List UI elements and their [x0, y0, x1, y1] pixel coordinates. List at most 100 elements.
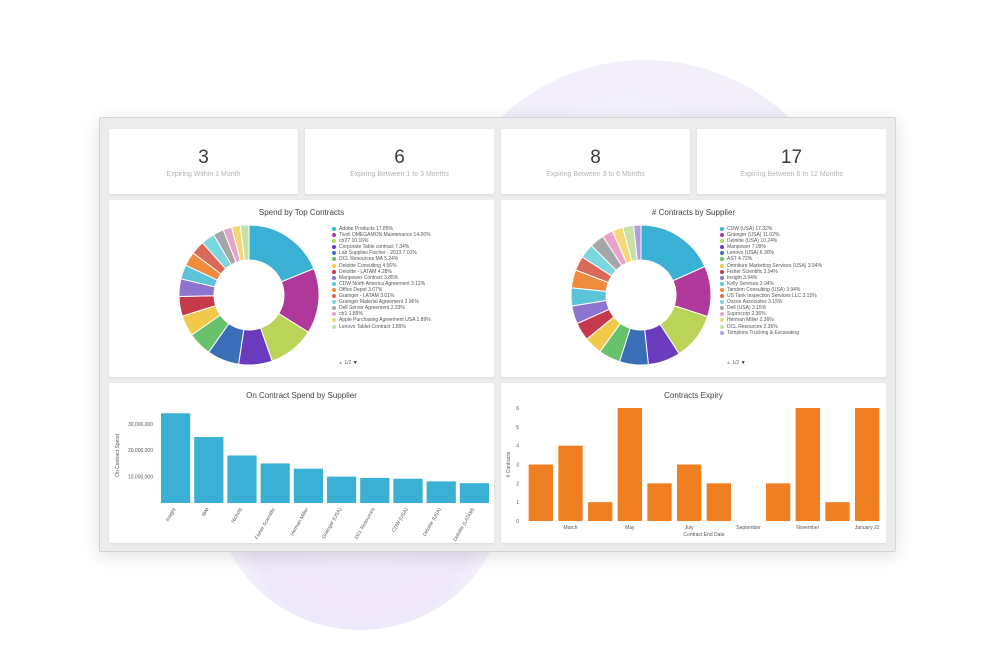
- bar[interactable]: [588, 502, 613, 521]
- legend-swatch: [332, 233, 336, 238]
- legend-label: Tandem Consulting (USA) 3.94%: [727, 286, 801, 293]
- legend-item[interactable]: Lab Supplies Fischer - 2013 7.01%: [332, 250, 452, 256]
- pager-down-icon[interactable]: ▼: [740, 360, 746, 366]
- legend-item[interactable]: Fisher Scientific 3.94%: [720, 269, 840, 275]
- donut-slice[interactable]: [633, 224, 642, 261]
- bar[interactable]: [558, 445, 583, 521]
- kpi-card-3-to-6-months[interactable]: 8 Expiring Between 3 to 6 Months: [501, 129, 690, 194]
- pager-down-icon[interactable]: ▼: [352, 360, 358, 366]
- legend-item[interactable]: AST 4.72%: [720, 256, 840, 262]
- legend-item[interactable]: Deloitte Consulting 4.56%: [332, 263, 452, 269]
- kpi-value: 6: [394, 147, 405, 168]
- legend-swatch: [720, 239, 724, 244]
- kpi-card-within-1-month[interactable]: 3 Expiring Within 1 Month: [109, 129, 298, 194]
- bar[interactable]: [160, 413, 191, 503]
- donut-slice[interactable]: [239, 224, 250, 261]
- legend-item[interactable]: Grainger (USA) 11.02%: [720, 232, 840, 238]
- bar[interactable]: [617, 408, 642, 521]
- legend-item[interactable]: Lenovo Tablet Contract 1.89%: [332, 324, 452, 330]
- legend-item[interactable]: Corporate Table contract 7.34%: [332, 244, 452, 250]
- x-tick-label: Insight: [165, 506, 178, 522]
- legend-item[interactable]: Tandem Consulting (USA) 3.94%: [720, 287, 840, 293]
- legend-item[interactable]: Manpower 7.09%: [720, 244, 840, 250]
- bar[interactable]: [647, 483, 672, 521]
- legend-item[interactable]: Lenovo (USA) 6.30%: [720, 250, 840, 256]
- bar[interactable]: [194, 437, 224, 503]
- bar[interactable]: [855, 408, 880, 521]
- bar[interactable]: [360, 477, 390, 503]
- legend-item[interactable]: Oxxon Associates 3.15%: [720, 299, 840, 305]
- legend-swatch: [332, 269, 336, 274]
- pager-up-icon[interactable]: ▲: [726, 360, 731, 366]
- legend-label: Kelly Services 3.94%: [727, 280, 774, 287]
- x-tick-label: Herman Miller: [289, 507, 310, 537]
- legend-item[interactable]: DCL Resources MA 5.24%: [332, 256, 452, 262]
- kpi-value: 17: [780, 147, 803, 168]
- legend-item[interactable]: ctr1 1.89%: [332, 311, 452, 317]
- legend-item[interactable]: US Tank Inspection Services LLC 3.15%: [720, 293, 840, 299]
- supplier-legend: CDW (USA) 17.32% Grainger (USA) 11.02% Del…: [720, 226, 840, 336]
- bar[interactable]: [393, 478, 423, 503]
- bar[interactable]: [227, 455, 257, 504]
- bar[interactable]: [795, 408, 820, 521]
- bar[interactable]: [528, 464, 553, 522]
- legend-item[interactable]: Deloitte (USA) 10.24%: [720, 238, 840, 244]
- bar[interactable]: [677, 464, 702, 522]
- bar[interactable]: [260, 463, 290, 503]
- kpi-value: 8: [590, 147, 601, 168]
- bar[interactable]: [706, 483, 731, 521]
- legend-item[interactable]: Deloitte - LATAM 4.28%: [332, 269, 452, 275]
- kpi-card-6-to-12-months[interactable]: 17 Expiring Between 6 to 12 Months: [697, 129, 886, 194]
- legend-item[interactable]: Manpower Contract 3.85%: [332, 275, 452, 281]
- legend-item[interactable]: CDW North America Agreement 3.12%: [332, 281, 452, 287]
- legend-item[interactable]: Grainger Material Agreement 2.96%: [332, 299, 452, 305]
- legend-item[interactable]: Herman Miller 2.36%: [720, 317, 840, 323]
- y-tick-label: 1: [516, 500, 519, 506]
- legend-label: Oxxon Associates 3.15%: [727, 299, 783, 306]
- legend-label: Corporate Table contract 7.34%: [339, 244, 410, 251]
- legend-item[interactable]: Tompkins Trucking & Excavating: [720, 330, 840, 336]
- pager-up-icon[interactable]: ▲: [338, 360, 343, 366]
- legend-item[interactable]: Grainger - LATAM 3.01%: [332, 293, 452, 299]
- chart-title: On Contract Spend by Supplier: [246, 391, 357, 400]
- legend-item[interactable]: Adobe Products 17.85%: [332, 226, 452, 232]
- on-contract-spend-card: On Contract Spend by Supplier On Contrac…: [109, 383, 494, 543]
- legend-item[interactable]: Apple Purchasing Agreement USA 1.89%: [332, 317, 452, 323]
- legend-label: ctr1 1.89%: [339, 311, 363, 318]
- legend-item[interactable]: DCL Resources 2.36%: [720, 324, 840, 330]
- chart-title: Contracts Expiry: [664, 391, 723, 400]
- legend-item[interactable]: Kelly Services 3.94%: [720, 281, 840, 287]
- legend-label: Herman Miller 2.36%: [727, 317, 774, 324]
- kpi-label: Expiring Between 1 to 3 Months: [350, 171, 449, 178]
- expiry-bar-chart: # Contracts 0 1 2 3 4 5 6 March May July September N…: [506, 406, 880, 538]
- legend-label: Omniture Marketing Services (USA) 3.94%: [727, 262, 823, 269]
- kpi-card-1-to-3-months[interactable]: 6 Expiring Between 1 to 3 Months: [305, 129, 494, 194]
- legend-item[interactable]: Suprocorp 2.36%: [720, 311, 840, 317]
- pager-label: 1/2: [732, 360, 740, 366]
- x-tick-label: Deloitte (LATAM): [452, 507, 476, 543]
- legend-pager[interactable]: ▲ 1/2 ▼: [338, 360, 358, 366]
- legend-swatch: [720, 275, 724, 280]
- legend-swatch: [720, 263, 724, 268]
- legend-label: DCL Resources MA 5.24%: [339, 256, 399, 263]
- legend-item[interactable]: Dell Server Agreement 2.33%: [332, 305, 452, 311]
- legend-item[interactable]: CDW (USA) 17.32%: [720, 226, 840, 232]
- bar[interactable]: [459, 483, 490, 503]
- bar[interactable]: [293, 468, 324, 503]
- x-tick-label: May: [625, 525, 635, 531]
- legend-pager[interactable]: ▲ 1/2 ▼: [726, 360, 746, 366]
- bar[interactable]: [825, 502, 850, 521]
- legend-label: CDW North America Agreement 3.12%: [339, 280, 426, 287]
- contracts-by-supplier-card: # Contracts by Supplier CDW (USA) 17.32%…: [501, 200, 886, 377]
- chart-title: Spend by Top Contracts: [258, 208, 345, 217]
- legend-item[interactable]: ctr27 10.16%: [332, 238, 452, 244]
- legend-item[interactable]: Dell (USA) 3.15%: [720, 305, 840, 311]
- legend-item[interactable]: Omniture Marketing Services (USA) 3.94%: [720, 263, 840, 269]
- legend-item[interactable]: Office Depot 3.07%: [332, 287, 452, 293]
- legend-swatch: [720, 245, 724, 250]
- bar[interactable]: [766, 483, 791, 521]
- bar[interactable]: [326, 476, 357, 503]
- bar[interactable]: [426, 481, 456, 503]
- legend-item[interactable]: Insight 3.94%: [720, 275, 840, 281]
- legend-item[interactable]: Tivoli OMEGAMON Maintenance 14.26%: [332, 232, 452, 238]
